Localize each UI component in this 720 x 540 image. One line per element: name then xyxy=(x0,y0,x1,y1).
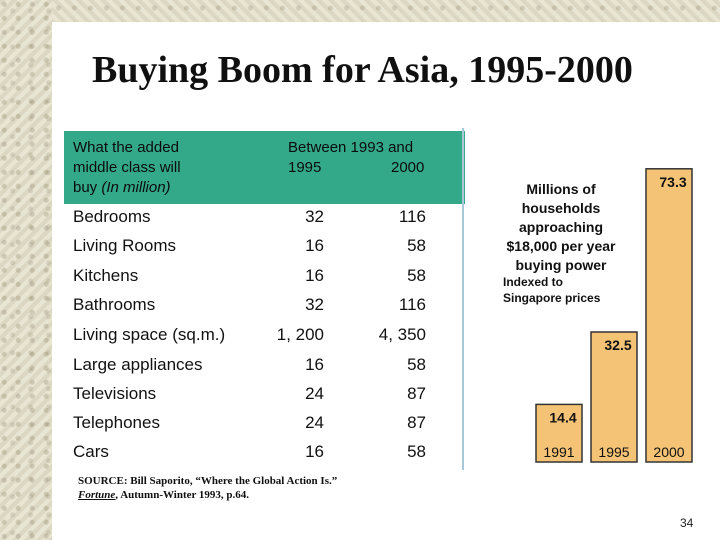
row-value-1995: 24 xyxy=(305,384,324,403)
row-value-2000: 58 xyxy=(407,442,426,461)
row-value-1995: 32 xyxy=(305,295,324,314)
chart-note: Indexed to Singapore prices xyxy=(503,275,601,305)
row-value-2000: 116 xyxy=(398,295,426,314)
header-unit: (In million) xyxy=(101,179,171,196)
row-label: Living Rooms xyxy=(73,236,176,255)
row-label: Bedrooms xyxy=(73,207,151,226)
header-items-label: What the added middle class will buy (In… xyxy=(73,138,263,198)
bar-value-label: 32.5 xyxy=(604,337,631,353)
row-value-2000: 58 xyxy=(407,355,426,374)
row-label: Large appliances xyxy=(73,355,203,374)
row-value-2000: 58 xyxy=(407,236,426,255)
bar-value-label: 73.3 xyxy=(659,174,686,190)
divider-line xyxy=(462,128,464,470)
row-value-2000: 87 xyxy=(407,384,426,403)
row-value-1995: 24 xyxy=(305,413,324,432)
row-value-1995: 16 xyxy=(305,266,324,285)
row-label: Living space (sq.m.) xyxy=(73,325,226,344)
header-items-text: What the added middle class will buy xyxy=(73,139,181,196)
row-value-1995: 16 xyxy=(305,236,324,255)
bar-1995 xyxy=(590,331,638,463)
bar-2000 xyxy=(645,168,693,463)
source-line-1: SOURCE: Bill Saporito, “Where the Global… xyxy=(78,475,338,487)
table-header-box xyxy=(64,131,465,204)
header-between: Between 1993 and xyxy=(288,139,414,156)
row-label: Televisions xyxy=(73,384,157,403)
row-value-1995: 16 xyxy=(305,442,324,461)
bar-1991 xyxy=(535,403,583,463)
row-label: Kitchens xyxy=(73,266,139,285)
header-col-2000: 2000 xyxy=(391,159,425,176)
row-value-2000: 58 xyxy=(407,266,426,285)
header-col-1995: 1995 xyxy=(288,159,322,176)
row-value-2000: 87 xyxy=(407,413,426,432)
decorative-border-left xyxy=(0,0,52,540)
page-number: 34 xyxy=(680,516,694,530)
source-publication: Fortune xyxy=(78,489,116,501)
bar-category-label: 1991 xyxy=(543,444,574,460)
row-value-1995: 16 xyxy=(305,355,324,374)
row-value-1995: 1, 200 xyxy=(276,325,324,344)
bar-value-label: 14.4 xyxy=(549,409,576,425)
source-citation: SOURCE: Bill Saporito, “Where the Global… xyxy=(78,474,478,502)
decorative-border-top xyxy=(52,0,720,22)
bar-category-label: 2000 xyxy=(653,444,684,460)
chart-annotation: Millions of households approaching $18,0… xyxy=(506,181,616,273)
row-label: Cars xyxy=(73,442,109,461)
slide-title: Buying Boom for Asia, 1995-2000 xyxy=(92,49,633,91)
bar-category-label: 1995 xyxy=(598,444,629,460)
row-label: Bathrooms xyxy=(73,295,156,314)
source-line-2: , Autumn-Winter 1993, p.64. xyxy=(115,489,250,501)
row-value-1995: 32 xyxy=(305,207,324,226)
row-value-2000: 4, 350 xyxy=(378,325,426,344)
row-value-2000: 116 xyxy=(398,207,426,226)
row-label: Telephones xyxy=(73,413,160,432)
